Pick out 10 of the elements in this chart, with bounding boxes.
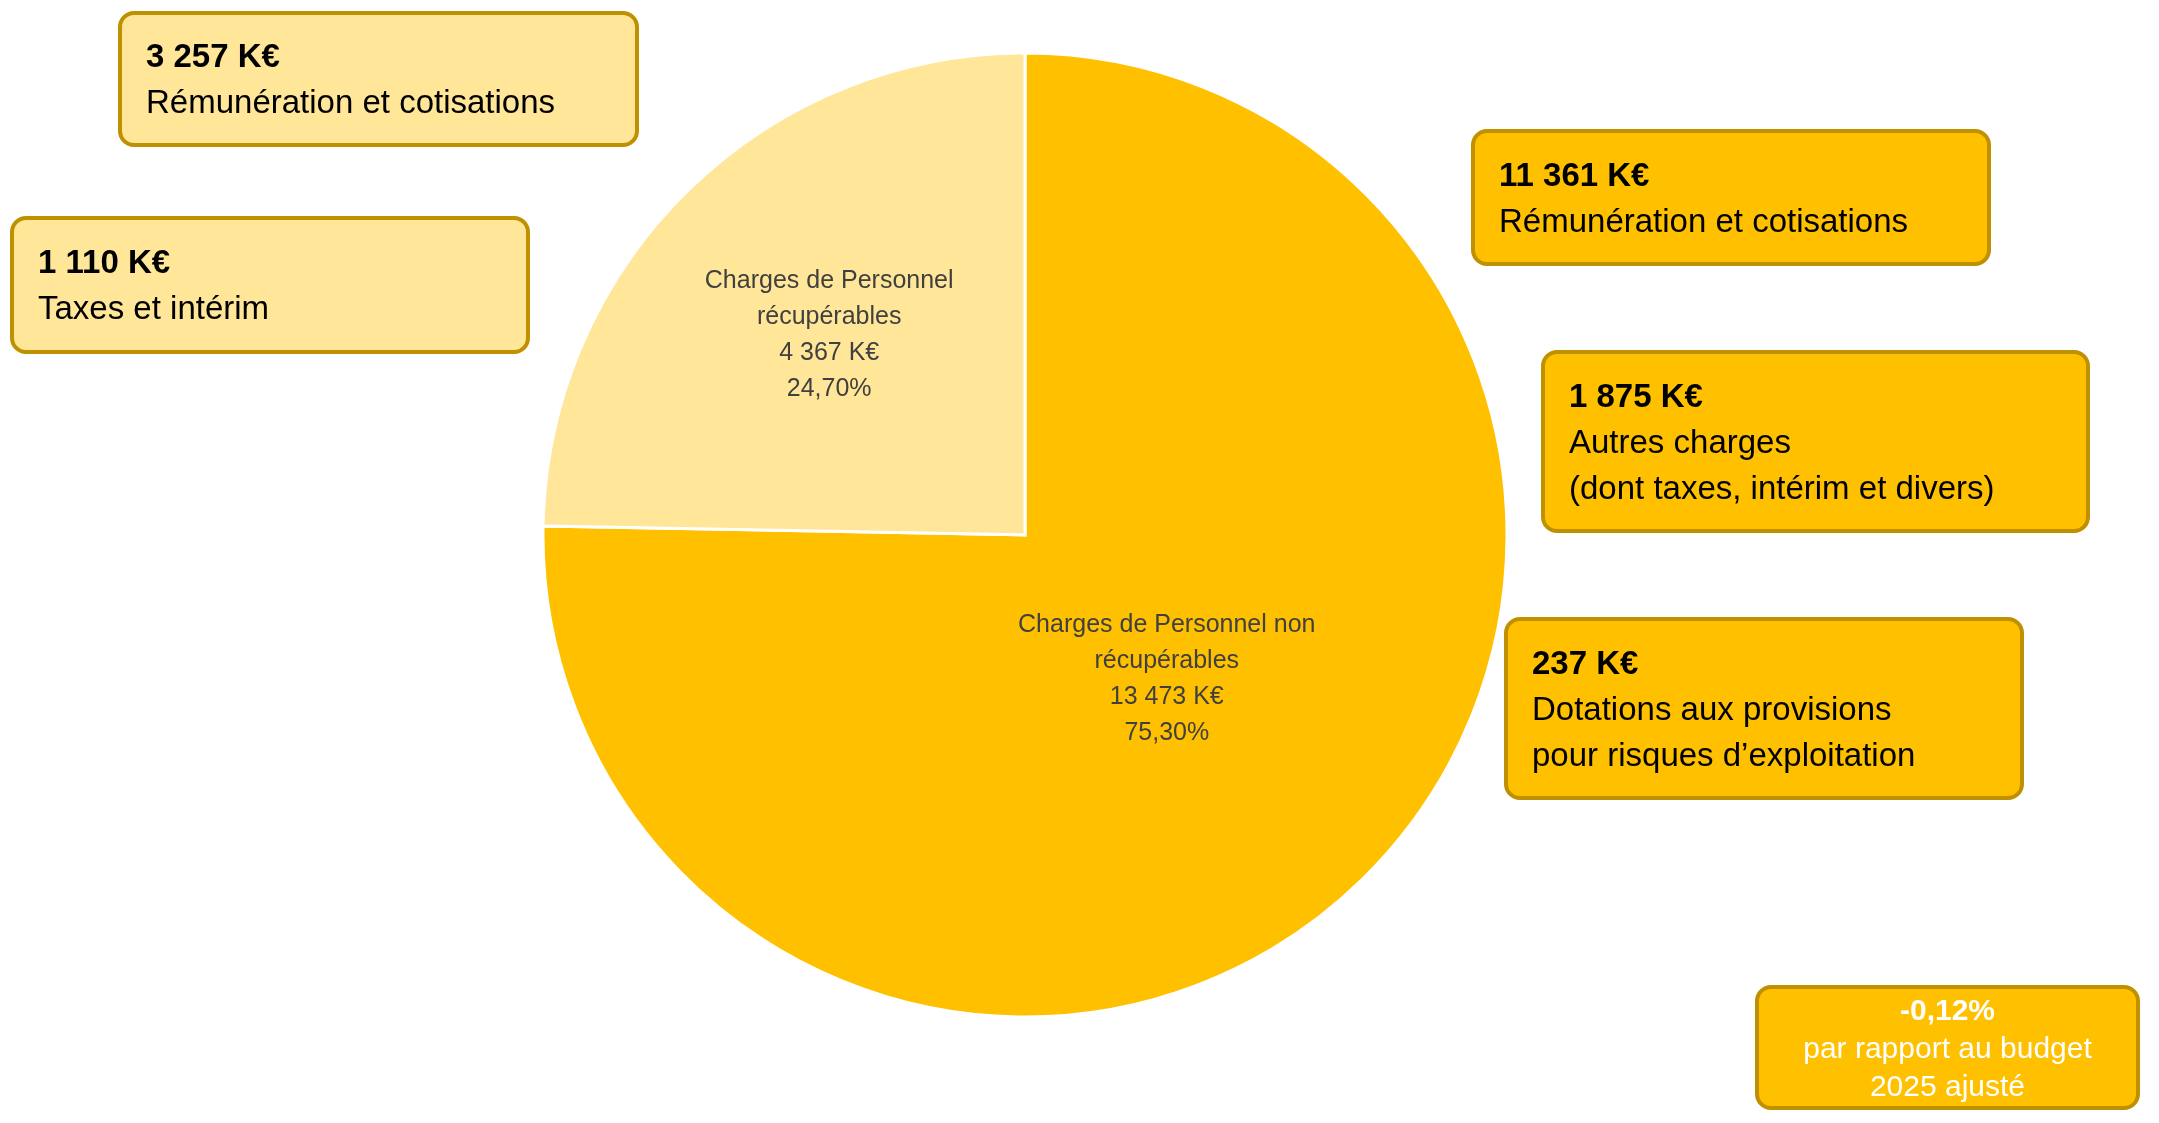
data-label: 13 473 K€ 75,30% [1109, 681, 1224, 746]
text: 3 257 K€ Rémunération et cotisations [146, 36, 557, 122]
text: -0,12% par rapport au budget 2025 ajusté [1802, 991, 2093, 1104]
text: 1 875 K€ Autres charges (dont taxes, intérim et divers) [1569, 375, 1996, 508]
slice-label: Charges de Personnel non récupérables [1018, 609, 1316, 674]
slice-label: Charges de Personnel récupérables [704, 265, 954, 330]
text: 237 K€ Dotations aux provisions pour risques d’exploitation [1532, 642, 1917, 775]
text: 11 361 K€ Rémunération et cotisations [1499, 154, 1910, 241]
text: 1 110 K€ Taxes et intérim [38, 242, 271, 328]
data-label: 4 367 K€ 24,70% [779, 337, 880, 402]
